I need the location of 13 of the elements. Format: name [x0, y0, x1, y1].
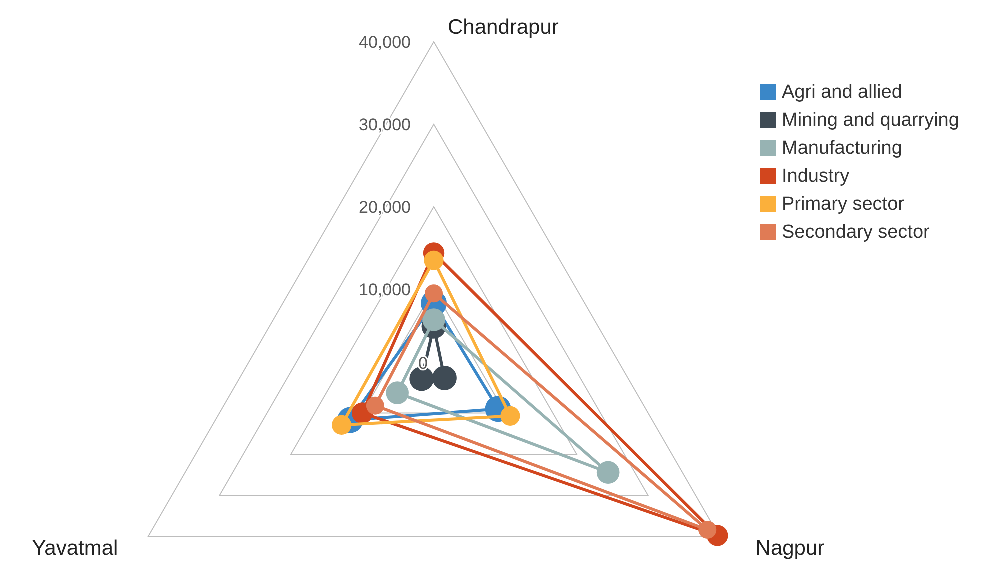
legend-label: Industry [782, 166, 850, 187]
y-tick-label: 10,000 [359, 280, 411, 300]
spoke-label: Yavatmal [32, 537, 118, 560]
legend-label: Agri and allied [782, 82, 902, 103]
spoke-label: Nagpur [756, 537, 825, 560]
legend-label: Primary sector [782, 194, 906, 215]
legend-label: Mining and quarrying [782, 110, 960, 131]
y-tick-label: 30,000 [359, 116, 411, 134]
y-tick-label: 20,000 [359, 198, 411, 217]
legend-label: Secondary sector [782, 222, 931, 243]
legend-label: Manufacturing [782, 138, 902, 159]
spoke-label: Chandrapur [448, 16, 559, 39]
y-tick-label: 40,000 [359, 33, 411, 52]
